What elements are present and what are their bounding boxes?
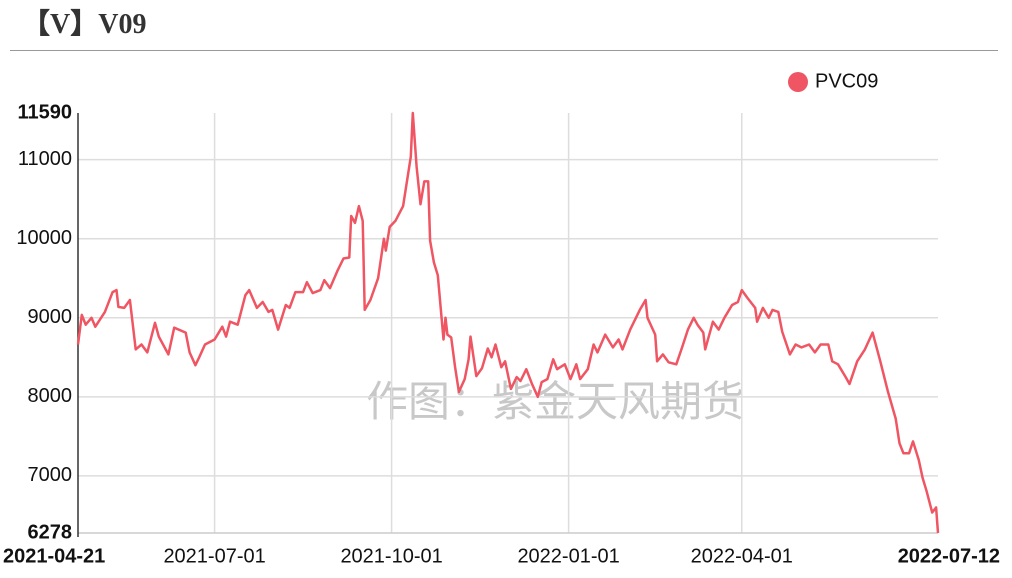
x-tick-label: 2021-10-01: [340, 545, 442, 567]
y-tick-label: 8000: [28, 385, 73, 407]
y-tick-label: 11000: [18, 148, 72, 170]
legend-marker: [788, 72, 808, 92]
y-tick-label: 11590: [17, 101, 72, 123]
watermark: 作图：紫金天风期货: [366, 378, 744, 425]
series-line: [76, 111, 940, 534]
x-tick-label: 2022-04-01: [691, 545, 793, 567]
x-tick-label: 2021-07-01: [163, 545, 265, 567]
x-tick-label: 2022-01-01: [517, 545, 619, 567]
header-rule: [10, 50, 998, 51]
header-title: 【V】V09: [22, 9, 147, 40]
legend-label: PVC09: [815, 70, 878, 92]
x-tick-label: 2022-07-12: [898, 545, 1000, 567]
y-tick-label: 6278: [28, 521, 73, 543]
y-tick-label: 9000: [28, 306, 73, 328]
y-tick-label: 7000: [28, 464, 73, 486]
x-tick-label: 2021-04-21: [3, 545, 105, 567]
y-tick-label: 10000: [16, 227, 72, 249]
